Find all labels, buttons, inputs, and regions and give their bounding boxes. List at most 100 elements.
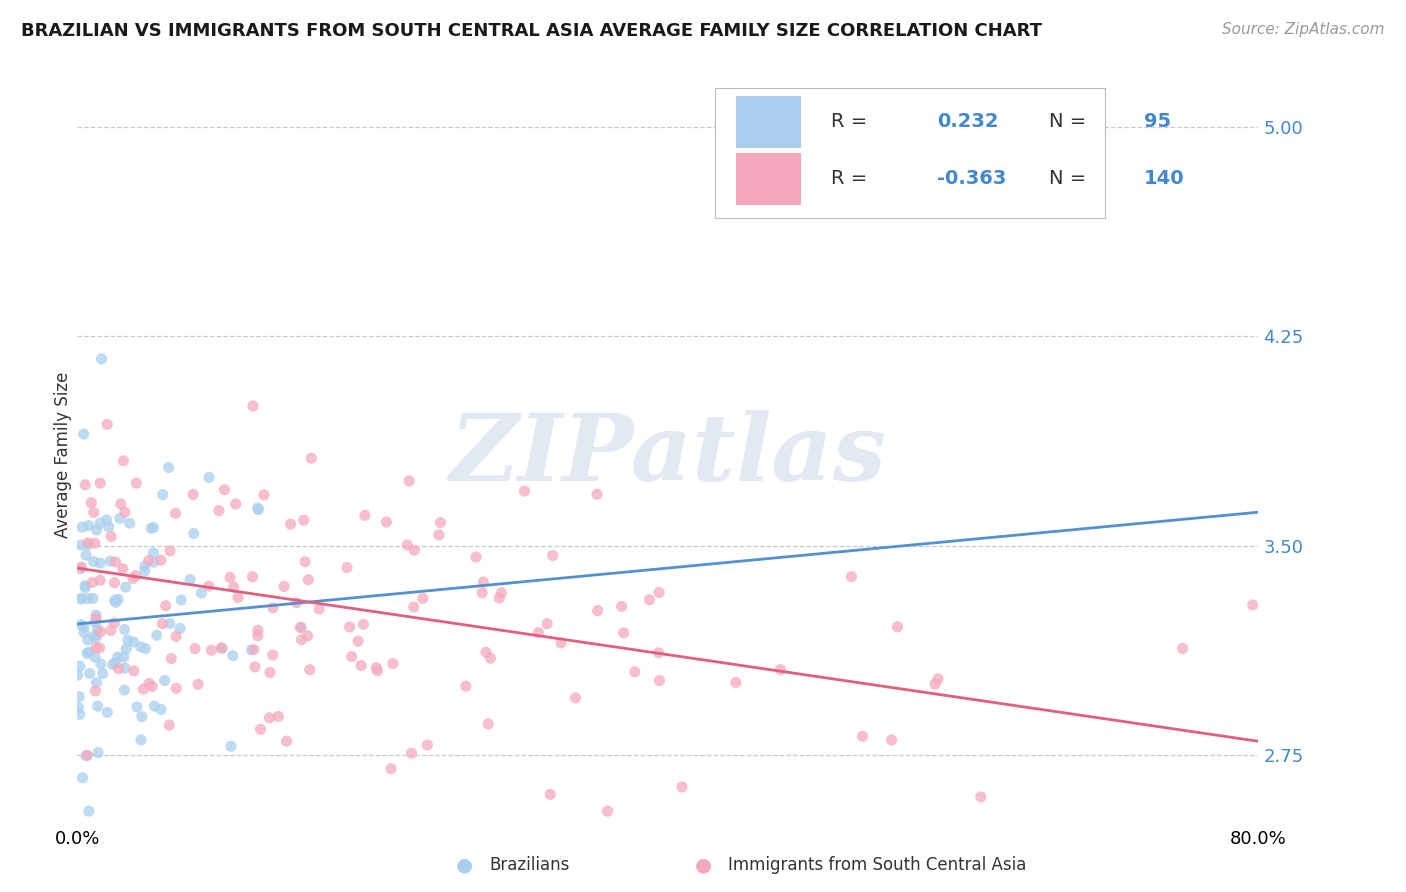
Point	[104, 593, 127, 607]
Point	[208, 503, 231, 517]
Point	[648, 585, 671, 599]
Point	[69, 707, 91, 722]
Text: R =: R =	[831, 112, 873, 131]
Point	[152, 487, 174, 501]
Point	[259, 665, 281, 680]
Point	[297, 629, 319, 643]
Point	[880, 733, 903, 747]
Point	[347, 634, 370, 648]
Point	[340, 649, 363, 664]
Point	[262, 648, 284, 662]
Point	[225, 497, 247, 511]
Point	[131, 709, 153, 723]
Point	[141, 521, 163, 535]
Point	[100, 624, 122, 638]
Point	[84, 611, 107, 625]
Point	[72, 771, 94, 785]
Point	[404, 543, 426, 558]
Point	[134, 641, 156, 656]
Point	[491, 586, 513, 600]
Point	[564, 690, 586, 705]
Point	[104, 555, 127, 569]
Point	[89, 476, 111, 491]
Text: ●: ●	[695, 855, 711, 875]
Point	[82, 575, 104, 590]
Point	[112, 682, 135, 697]
Point	[149, 553, 172, 567]
Point	[107, 662, 129, 676]
Point	[610, 599, 633, 614]
Point	[132, 681, 155, 696]
Point	[240, 643, 263, 657]
Point	[648, 673, 671, 688]
Point	[541, 549, 564, 563]
Point	[96, 513, 118, 527]
Point	[157, 718, 180, 732]
Point	[157, 460, 180, 475]
Text: -0.363: -0.363	[938, 169, 1007, 188]
Point	[366, 664, 388, 678]
Point	[138, 676, 160, 690]
Point	[924, 677, 946, 691]
Point	[671, 780, 693, 794]
Point	[76, 591, 98, 606]
Point	[122, 664, 145, 678]
Point	[299, 451, 322, 466]
Text: N =: N =	[1049, 112, 1092, 131]
Point	[107, 650, 129, 665]
Point	[129, 640, 152, 654]
Point	[69, 562, 91, 576]
Point	[90, 351, 112, 366]
Point	[103, 616, 125, 631]
Point	[308, 602, 330, 616]
Point	[69, 659, 91, 673]
Point	[146, 628, 169, 642]
FancyBboxPatch shape	[737, 95, 801, 148]
Point	[852, 729, 875, 743]
Point	[170, 593, 193, 607]
Point	[769, 663, 792, 677]
Point	[183, 526, 205, 541]
Point	[1241, 598, 1264, 612]
Point	[75, 548, 97, 562]
Point	[336, 560, 359, 574]
Point	[103, 575, 125, 590]
Point	[89, 624, 111, 639]
Point	[536, 616, 558, 631]
Point	[80, 496, 103, 510]
Point	[262, 600, 284, 615]
Text: Brazilians: Brazilians	[489, 856, 569, 874]
Point	[70, 520, 93, 534]
Point	[285, 596, 308, 610]
Point	[142, 555, 165, 569]
Point	[1171, 641, 1194, 656]
Point	[381, 657, 404, 671]
Point	[114, 580, 136, 594]
Point	[143, 699, 166, 714]
Point	[77, 804, 100, 818]
Point	[101, 657, 124, 672]
Point	[290, 620, 312, 634]
Point	[596, 804, 619, 818]
Point	[121, 571, 143, 585]
Point	[69, 538, 91, 552]
Point	[200, 643, 222, 657]
Point	[108, 511, 131, 525]
Point	[242, 570, 264, 584]
Point	[841, 570, 863, 584]
Text: ●: ●	[456, 855, 472, 875]
Point	[396, 538, 419, 552]
Point	[86, 699, 108, 714]
Point	[84, 683, 107, 698]
Point	[86, 675, 108, 690]
Point	[84, 631, 107, 645]
Point	[298, 663, 321, 677]
Point	[100, 530, 122, 544]
Point	[89, 516, 111, 530]
Point	[488, 591, 510, 605]
Point	[83, 555, 105, 569]
Point	[91, 666, 114, 681]
Point	[267, 709, 290, 723]
Point	[159, 616, 181, 631]
Point	[401, 747, 423, 761]
